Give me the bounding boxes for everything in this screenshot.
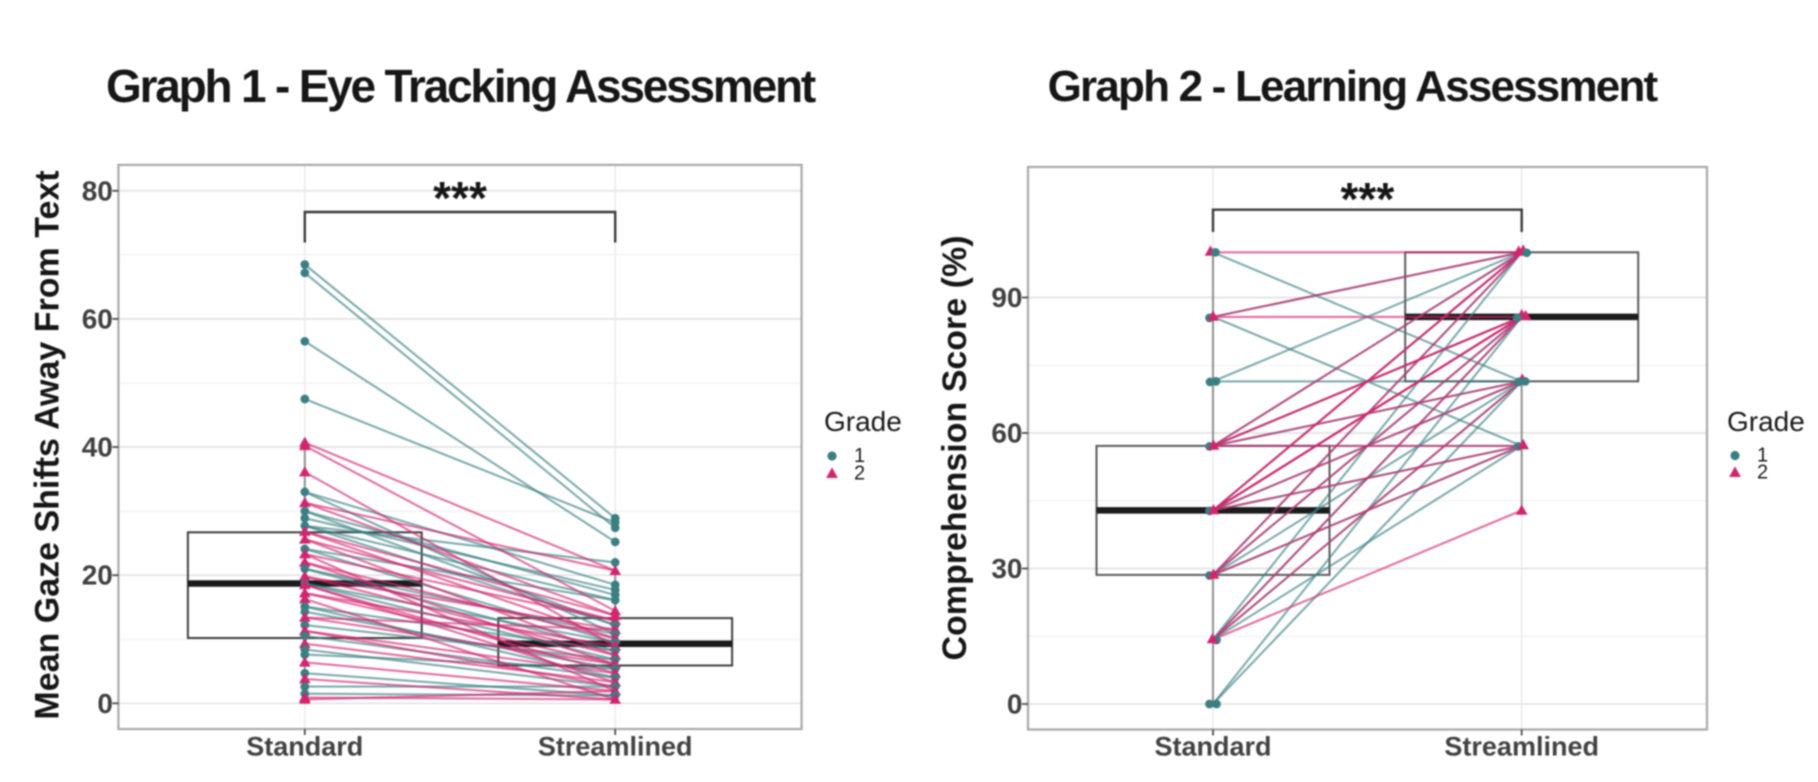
svg-text:Standard: Standard xyxy=(1154,732,1271,762)
svg-text:Standard: Standard xyxy=(246,732,363,762)
svg-text:2: 2 xyxy=(854,463,865,485)
svg-text:Mean Gaze Shifts Away From Tex: Mean Gaze Shifts Away From Text xyxy=(29,170,67,719)
svg-text:60: 60 xyxy=(991,418,1022,449)
svg-text:0: 0 xyxy=(1007,689,1023,720)
svg-text:20: 20 xyxy=(82,560,113,591)
svg-text:30: 30 xyxy=(991,553,1022,584)
svg-text:80: 80 xyxy=(82,175,113,206)
svg-text:1: 1 xyxy=(854,445,865,467)
svg-text:Grade: Grade xyxy=(1727,406,1805,437)
svg-text:Graph 1 - Eye Tracking Assessm: Graph 1 - Eye Tracking Assessment xyxy=(106,60,816,112)
svg-text:Graph 2 - Learning Assessment: Graph 2 - Learning Assessment xyxy=(1048,62,1659,111)
svg-text:1: 1 xyxy=(1757,445,1768,467)
svg-text:Grade: Grade xyxy=(824,406,902,437)
svg-text:90: 90 xyxy=(991,282,1022,313)
svg-text:40: 40 xyxy=(82,432,113,463)
svg-text:Comprehension Score (%): Comprehension Score (%) xyxy=(936,235,974,660)
svg-text:60: 60 xyxy=(82,303,113,334)
svg-text:2: 2 xyxy=(1757,462,1768,484)
svg-text:Streamlined: Streamlined xyxy=(538,732,693,762)
svg-text:Streamlined: Streamlined xyxy=(1444,732,1599,762)
svg-text:***: *** xyxy=(1341,173,1395,225)
svg-text:***: *** xyxy=(433,172,487,224)
svg-text:0: 0 xyxy=(97,688,113,719)
